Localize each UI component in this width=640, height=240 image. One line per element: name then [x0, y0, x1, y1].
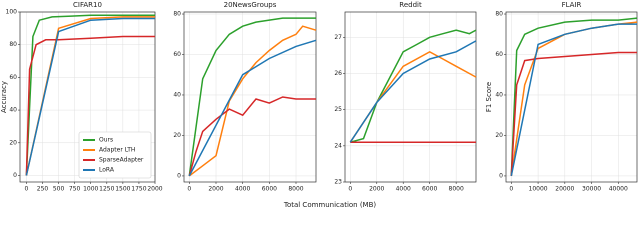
x-tick-label: 1250	[99, 186, 114, 193]
y-tick-label: 26	[334, 70, 342, 77]
y-tick-label: 20	[173, 132, 181, 139]
y-tick-label: 80	[173, 11, 181, 18]
series-line	[188, 39, 317, 177]
series-line	[510, 23, 637, 177]
x-tick-label: 750	[69, 186, 81, 193]
series-line	[188, 17, 316, 177]
series-line	[25, 35, 155, 176]
y-tick-label: 0	[499, 172, 503, 179]
legend-label: Adapter LTH	[99, 147, 135, 154]
y-axis-label: Accuracy	[0, 81, 8, 113]
series-line	[510, 51, 637, 176]
y-tick-label: 24	[334, 142, 342, 149]
plot-frame	[19, 11, 156, 183]
plot-frame	[183, 11, 317, 183]
y-tick-label: 40	[9, 107, 17, 114]
x-tick-label: 0	[509, 186, 513, 193]
x-tick-label: 6000	[422, 186, 437, 193]
y-axis-label: F1 Score	[485, 82, 493, 112]
x-tick-label: 10000	[529, 186, 548, 193]
x-tick-label: 2000	[208, 186, 223, 193]
series-line	[510, 17, 638, 176]
legend-box	[78, 131, 152, 179]
y-tick-label: 100	[6, 9, 18, 16]
x-tick-label: 1500	[115, 186, 130, 193]
y-tick-label: 60	[495, 51, 503, 58]
x-tick-label: 0	[187, 186, 191, 193]
x-tick-label: 250	[37, 186, 49, 193]
x-tick-label: 4000	[396, 186, 411, 193]
y-tick-label: 25	[334, 106, 342, 113]
x-tick-label: 500	[53, 186, 65, 193]
y-tick-label: 60	[173, 51, 181, 58]
series-line	[349, 40, 477, 143]
plot-frame	[505, 11, 638, 183]
y-tick-label: 80	[495, 11, 503, 18]
x-tick-label: 0	[25, 186, 29, 193]
figure: Total Communication (MB) CIFAR10 Accuracy…	[0, 1, 638, 209]
x-tick-label: 8000	[449, 186, 464, 193]
y-tick-label: 23	[334, 179, 342, 186]
y-tick-label: 0	[13, 172, 17, 179]
series-line	[350, 29, 477, 143]
legend-label: Ours	[99, 137, 113, 144]
chart-title: CIFAR10	[73, 1, 102, 9]
x-tick-label: 30000	[582, 186, 601, 193]
x-tick-label: 0	[348, 186, 352, 193]
x-tick-label: 6000	[262, 186, 277, 193]
x-tick-label: 8000	[288, 186, 303, 193]
x-tick-label: 20000	[555, 186, 574, 193]
legend-label: SparseAdapter	[99, 157, 144, 164]
x-tick-label: 40000	[609, 186, 628, 193]
y-tick-label: 0	[177, 172, 181, 179]
series-line	[188, 25, 317, 177]
plot-frame	[344, 11, 477, 183]
series-line	[188, 96, 316, 177]
y-tick-label: 40	[495, 91, 503, 98]
y-tick-label: 60	[9, 74, 17, 81]
series-line	[349, 50, 477, 143]
x-tick-label: 2000	[147, 186, 162, 193]
chart-title: Reddit	[399, 1, 422, 9]
series-line	[25, 17, 155, 176]
chart-title: 20NewsGroups	[224, 1, 277, 9]
series-line	[25, 14, 155, 176]
y-tick-label: 80	[9, 41, 17, 48]
y-tick-label: 20	[9, 139, 17, 146]
y-tick-label: 40	[173, 91, 181, 98]
y-tick-label: 27	[334, 34, 342, 41]
x-tick-label: 1000	[83, 186, 98, 193]
chart-title: FLAIR	[562, 1, 582, 9]
x-tick-label: 4000	[235, 186, 250, 193]
x-axis-label: Total Communication (MB)	[283, 201, 377, 209]
legend-label: LoRA	[99, 167, 115, 174]
x-tick-label: 2000	[369, 186, 384, 193]
x-tick-label: 1750	[131, 186, 146, 193]
y-tick-label: 20	[495, 132, 503, 139]
